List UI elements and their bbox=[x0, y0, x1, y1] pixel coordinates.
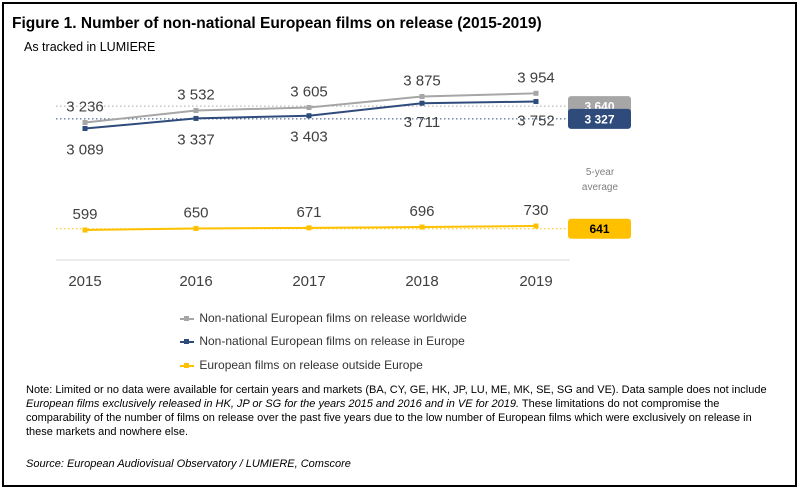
x-tick-label: 2016 bbox=[179, 273, 212, 290]
average-caption: 5-year bbox=[586, 167, 615, 178]
data-label: 3 403 bbox=[290, 129, 328, 146]
data-point bbox=[306, 113, 312, 119]
data-point bbox=[82, 120, 88, 126]
data-point bbox=[533, 90, 539, 96]
data-point bbox=[419, 94, 425, 100]
legend-item-worldwide: Non-national European films on release w… bbox=[180, 311, 467, 325]
note-text-rest: These limitations do not compromise the … bbox=[26, 398, 752, 438]
average-badge bbox=[568, 218, 631, 239]
data-point bbox=[419, 100, 425, 106]
data-point bbox=[533, 223, 539, 229]
data-point bbox=[533, 99, 539, 105]
data-label: 3 089 bbox=[66, 142, 104, 159]
x-tick-label: 2015 bbox=[68, 273, 101, 290]
data-point bbox=[193, 107, 199, 113]
figure-note: Note: Limited or no data were available … bbox=[26, 383, 774, 439]
legend-item-europe: Non-national European films on release i… bbox=[180, 334, 465, 348]
data-label: 3 711 bbox=[404, 114, 440, 131]
legend-label-worldwide: Non-national European films on release w… bbox=[199, 311, 467, 325]
data-label: 3 605 bbox=[290, 84, 328, 101]
x-tick-label: 2017 bbox=[292, 273, 325, 290]
data-label: 3 337 bbox=[177, 131, 215, 148]
data-point bbox=[193, 115, 199, 121]
x-tick-label: 2018 bbox=[405, 273, 438, 290]
average-caption: average bbox=[582, 182, 619, 193]
data-point bbox=[193, 225, 199, 231]
data-label: 730 bbox=[523, 202, 548, 219]
data-label: 599 bbox=[72, 206, 97, 223]
average-badge-label: 3 327 bbox=[584, 112, 614, 126]
data-label: 696 bbox=[409, 203, 434, 220]
data-point bbox=[82, 227, 88, 233]
legend-swatch-worldwide bbox=[180, 315, 194, 321]
data-label: 3 236 bbox=[66, 99, 104, 116]
note-text: Note: Limited or no data were available … bbox=[26, 384, 767, 396]
data-point bbox=[306, 105, 312, 111]
legend-item-outside-europe: European films on release outside Europe bbox=[180, 358, 423, 372]
legend-label-europe: Non-national European films on release i… bbox=[199, 334, 465, 348]
average-badge-label: 641 bbox=[589, 222, 609, 236]
data-label: 650 bbox=[183, 204, 208, 221]
figure-title: Figure 1. Number of non-national Europea… bbox=[12, 15, 542, 32]
data-point bbox=[419, 224, 425, 230]
figure-subtitle: As tracked in LUMIERE bbox=[24, 40, 156, 54]
data-label: 3 752 bbox=[517, 113, 555, 130]
legend-swatch-outside-europe bbox=[180, 362, 194, 368]
data-label: 671 bbox=[296, 204, 321, 221]
data-point bbox=[82, 126, 88, 132]
legend-swatch-europe bbox=[180, 338, 194, 344]
data-point bbox=[306, 225, 312, 231]
figure-source: Source: European Audiovisual Observatory… bbox=[26, 458, 351, 470]
data-label: 3 954 bbox=[517, 69, 555, 86]
note-italic-text: European films exclusively released in H… bbox=[26, 398, 520, 410]
x-tick-label: 2019 bbox=[519, 273, 552, 290]
data-label: 3 532 bbox=[177, 86, 215, 103]
data-label: 3 875 bbox=[403, 73, 441, 90]
legend-label-outside-europe: European films on release outside Europe bbox=[199, 358, 423, 372]
average-badge bbox=[568, 108, 631, 129]
